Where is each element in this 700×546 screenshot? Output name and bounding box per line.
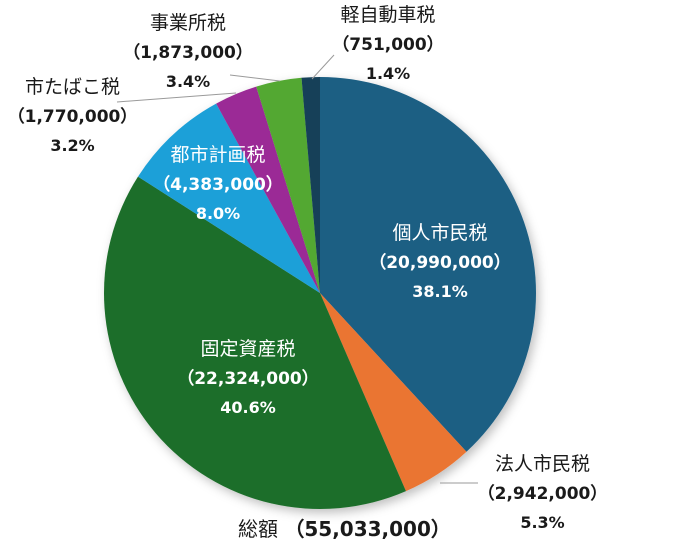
label-keijidosha: 軽自動車税 （751,000） 1.4% — [318, 6, 458, 82]
label-percent: 5.3% — [520, 513, 565, 532]
label-name: 個人市民税 — [392, 222, 488, 244]
label-name: 市たばこ税 — [24, 76, 120, 98]
label-percent: 38.1% — [412, 282, 468, 301]
label-koteishisan: 固定資産税 （22,324,000） 40.6% — [163, 340, 333, 416]
label-value: （1,770,000） — [7, 107, 138, 127]
pie-slice — [320, 77, 536, 452]
pie-slices — [104, 76, 536, 509]
label-name: 都市計画税 — [170, 144, 266, 166]
label-name: 軽自動車税 — [340, 4, 436, 26]
pie-slice — [104, 176, 406, 509]
label-name: 事業所税 — [149, 12, 226, 34]
label-value: （2,942,000） — [477, 484, 608, 504]
label-value: （4,383,000） — [153, 175, 283, 195]
leader-lines — [116, 54, 478, 484]
label-value: （22,324,000） — [177, 369, 319, 389]
pie-slice — [216, 86, 320, 294]
label-value: （751,000） — [332, 35, 444, 55]
leader-line-jigyosho — [229, 74, 281, 82]
pie-slice — [256, 77, 320, 293]
leader-line-keijidosha — [311, 54, 335, 80]
label-tabako: 市たばこ税 （1,770,000） 3.2% — [0, 78, 145, 154]
pie-slice — [320, 293, 467, 492]
label-jigyosho: 事業所税 （1,873,000） 3.4% — [113, 14, 263, 90]
label-value: （20,990,000） — [369, 253, 511, 273]
total-caption: 総額 — [238, 517, 278, 541]
label-percent: 8.0% — [195, 204, 241, 223]
label-value: （1,873,000） — [123, 43, 253, 63]
label-percent: 1.4% — [365, 64, 411, 83]
leader-line-tabako — [116, 92, 237, 103]
label-name: 法人市民税 — [494, 453, 590, 475]
label-hojin: 法人市民税 （2,942,000） 5.3% — [470, 455, 615, 531]
pie-slice — [138, 103, 320, 294]
label-percent: 3.4% — [165, 72, 211, 91]
label-kojin: 個人市民税 （20,990,000） 38.1% — [355, 224, 525, 300]
pie-slice — [301, 76, 320, 293]
label-percent: 3.2% — [50, 136, 95, 155]
label-name: 固定資産税 — [200, 338, 296, 360]
label-percent: 40.6% — [220, 398, 276, 417]
total-value: （55,033,000） — [284, 517, 451, 541]
total-label: 総額 （55,033,000） — [238, 513, 451, 542]
label-toshikeikaku: 都市計画税 （4,383,000） 8.0% — [143, 146, 293, 222]
